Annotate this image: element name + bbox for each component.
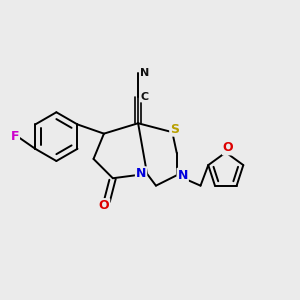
Text: C: C [141,92,149,101]
Text: N: N [140,68,149,78]
Text: F: F [11,130,19,143]
Text: N: N [178,169,188,182]
Text: O: O [223,141,233,154]
Text: O: O [99,199,109,212]
Text: N: N [136,167,146,180]
Text: S: S [170,123,179,136]
